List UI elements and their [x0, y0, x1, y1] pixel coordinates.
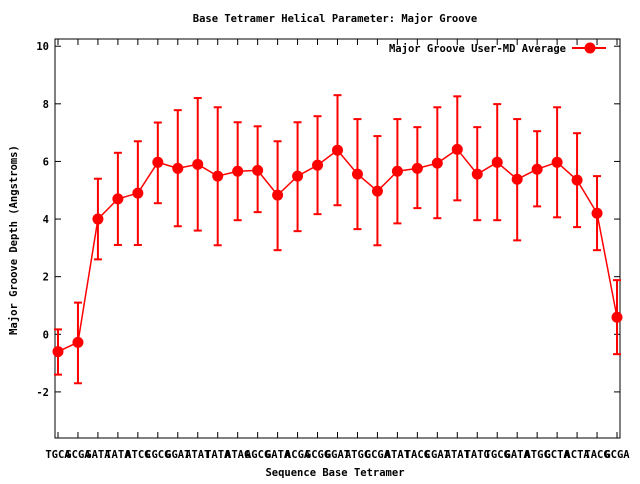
legend: Major Groove User-MD Average — [389, 42, 606, 55]
chart-title: Base Tetramer Helical Parameter: Major G… — [193, 13, 477, 25]
x-tick-label: ATAT — [445, 449, 470, 461]
data-point — [172, 162, 184, 174]
data-point — [272, 189, 284, 201]
x-tick-label: GGAT — [325, 449, 350, 461]
data-point — [112, 193, 124, 205]
data-point — [411, 162, 423, 174]
x-tick-label: TATA — [105, 449, 131, 461]
data-point — [571, 174, 583, 186]
data-point — [292, 170, 304, 182]
data-point — [92, 213, 104, 225]
x-tick-label: ATAT — [385, 449, 410, 461]
x-tick-label: GCGA — [365, 449, 391, 461]
x-tick-label: GATA — [505, 449, 531, 461]
x-tick-label: TATA — [205, 449, 231, 461]
x-tick-label: AGCG — [245, 449, 270, 461]
x-tick-label: ATGC — [345, 449, 370, 461]
data-point — [531, 163, 543, 175]
data-point — [252, 164, 264, 176]
data-point — [332, 144, 343, 156]
data-point — [611, 311, 623, 323]
x-tick-label: GCTA — [544, 449, 570, 461]
data-point — [431, 157, 443, 169]
data-point — [232, 165, 244, 177]
x-tick-label: ACGA — [285, 449, 311, 461]
x-tick-label: GGAT — [165, 449, 190, 461]
data-point — [72, 336, 84, 348]
x-axis-label: Sequence Base Tetramer — [265, 467, 404, 479]
x-tick-label: ATCG — [125, 449, 150, 461]
x-tick-label: TATG — [465, 449, 490, 461]
y-tick-label: 8 — [43, 99, 49, 111]
x-tick-label: TGCG — [485, 449, 510, 461]
y-tick-label: 6 — [43, 156, 49, 168]
data-point — [491, 156, 503, 168]
data-point — [511, 173, 523, 185]
y-tick-label: 2 — [43, 272, 49, 284]
x-tick-label: ATAG — [225, 449, 250, 461]
data-point — [351, 168, 363, 180]
legend-marker — [584, 42, 596, 54]
legend-label: Major Groove User-MD Average — [389, 43, 566, 55]
x-tick-label: ACTA — [564, 449, 590, 461]
y-tick-label: 0 — [43, 329, 49, 341]
data-point — [52, 346, 64, 358]
data-point — [591, 207, 603, 219]
data-point — [132, 187, 144, 199]
data-point — [371, 185, 383, 197]
y-axis-label: Major Groove Depth (Angstroms) — [8, 145, 20, 335]
data-point — [212, 170, 224, 182]
x-tick-label: TACG — [405, 449, 430, 461]
data-point — [471, 168, 483, 180]
x-tick-label: GATA — [85, 449, 111, 461]
x-tick-label: ATGC — [524, 449, 549, 461]
x-tick-label: GCGG — [305, 449, 330, 461]
x-tick-label: GCGA — [604, 449, 630, 461]
data-point — [312, 159, 324, 171]
x-tick-label: ATAT — [185, 449, 210, 461]
data-point — [451, 143, 463, 155]
data-point — [391, 165, 403, 177]
x-tick-label: TACG — [584, 449, 609, 461]
x-tick-label: CGCG — [145, 449, 170, 461]
x-tick-label: GATA — [265, 449, 291, 461]
data-point — [152, 156, 164, 168]
x-tick-label: GCGA — [65, 449, 91, 461]
y-tick-label: 4 — [43, 214, 49, 226]
y-tick-label: -2 — [36, 387, 49, 399]
x-tick-label: TGCA — [45, 449, 71, 461]
data-point — [551, 156, 563, 168]
x-tick-label: CGAT — [425, 449, 450, 461]
data-point — [192, 158, 204, 170]
y-tick-label: 10 — [36, 41, 49, 53]
